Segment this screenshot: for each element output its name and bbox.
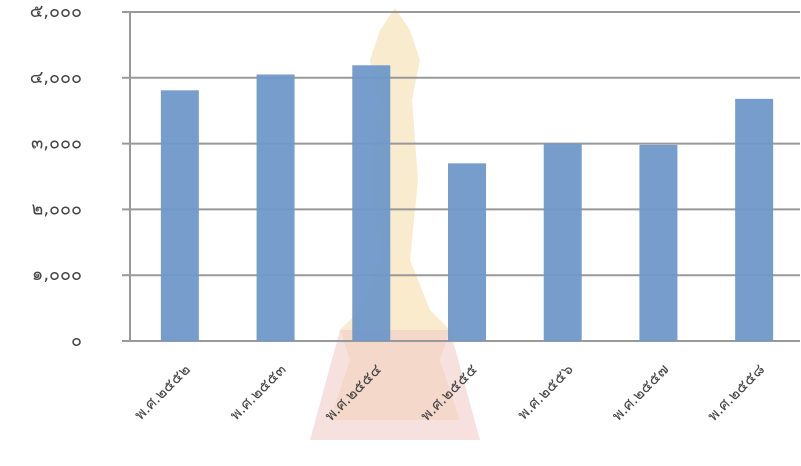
- x-tick-label: พ.ศ.๒๕๕๓: [226, 360, 289, 423]
- y-tick-label: ๒,๐๐๐: [31, 198, 82, 219]
- bar: [639, 144, 678, 341]
- bar: [352, 65, 391, 341]
- x-tick-label: พ.ศ.๒๕๕๗: [608, 360, 672, 424]
- x-tick-label: พ.ศ.๒๕๕๒: [131, 360, 194, 423]
- bar: [448, 163, 486, 341]
- x-tick-label: พ.ศ.๒๕๕๖: [514, 360, 577, 423]
- x-tick-label: พ.ศ.๒๕๕๘: [704, 360, 768, 424]
- bar: [160, 90, 199, 341]
- y-tick-label: ๕,๐๐๐: [30, 1, 82, 22]
- y-tick-label: ๓,๐๐๐: [31, 133, 82, 154]
- bar: [735, 98, 774, 341]
- y-tick-label: ๐: [71, 330, 82, 351]
- bar: [543, 143, 582, 341]
- bar: [256, 74, 295, 341]
- y-tick-label: ๔,๐๐๐: [30, 67, 82, 88]
- y-tick-label: ๑,๐๐๐: [32, 264, 82, 285]
